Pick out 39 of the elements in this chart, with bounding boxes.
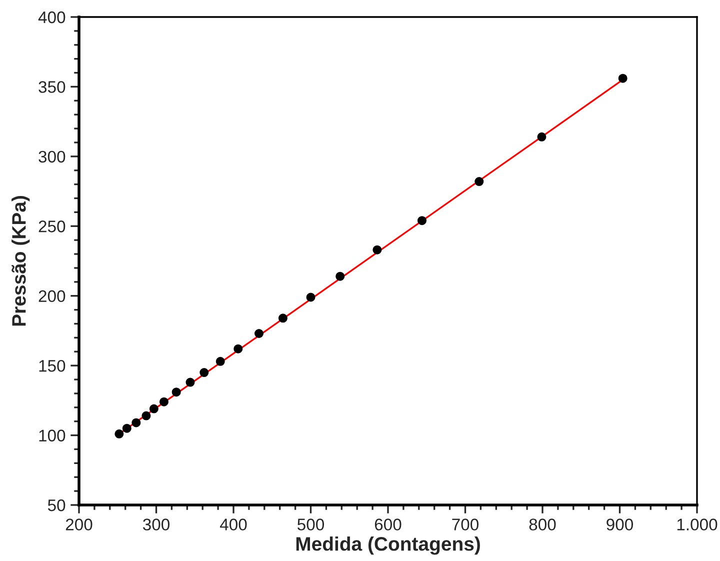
y-tick-label: 200 (38, 290, 66, 302)
point (336, 272, 345, 281)
point (278, 314, 288, 323)
x-tick-label: 400 (220, 518, 247, 530)
point (306, 292, 316, 302)
point (132, 418, 141, 428)
x-tick-label: 200 (66, 518, 92, 530)
point (417, 216, 426, 226)
point (254, 329, 264, 338)
point (114, 429, 124, 438)
y-tick-label: 400 (38, 11, 66, 24)
point (122, 424, 132, 433)
point (200, 368, 209, 378)
x-tick-label: 600 (374, 518, 402, 530)
x-tick-label: 700 (452, 518, 479, 530)
point (186, 378, 195, 387)
x-tick-label: 500 (298, 518, 324, 530)
point (474, 177, 484, 186)
point (142, 411, 151, 420)
x-axis-title: Medida (Contagens) (296, 536, 480, 555)
y-axis-title: Pressão (KPa) (12, 196, 30, 326)
y-tick-label: 100 (39, 430, 66, 442)
x-tick-label: 800 (529, 518, 556, 530)
x-tick-label: 900 (606, 518, 634, 530)
point (234, 344, 243, 354)
point (618, 74, 628, 83)
y-tick-label: 250 (38, 220, 66, 232)
point (172, 388, 181, 397)
x-tick-label: 300 (142, 518, 170, 530)
y-tick-label: 350 (38, 81, 66, 93)
y-tick-label: 300 (38, 150, 66, 163)
y-tick-label: 50 (48, 499, 66, 512)
x-tick-label: 1.000 (677, 518, 718, 530)
point (216, 356, 225, 366)
point (149, 404, 158, 414)
y-tick-label: 150 (39, 360, 66, 372)
point (537, 132, 546, 142)
point (372, 245, 382, 254)
point (159, 397, 168, 406)
